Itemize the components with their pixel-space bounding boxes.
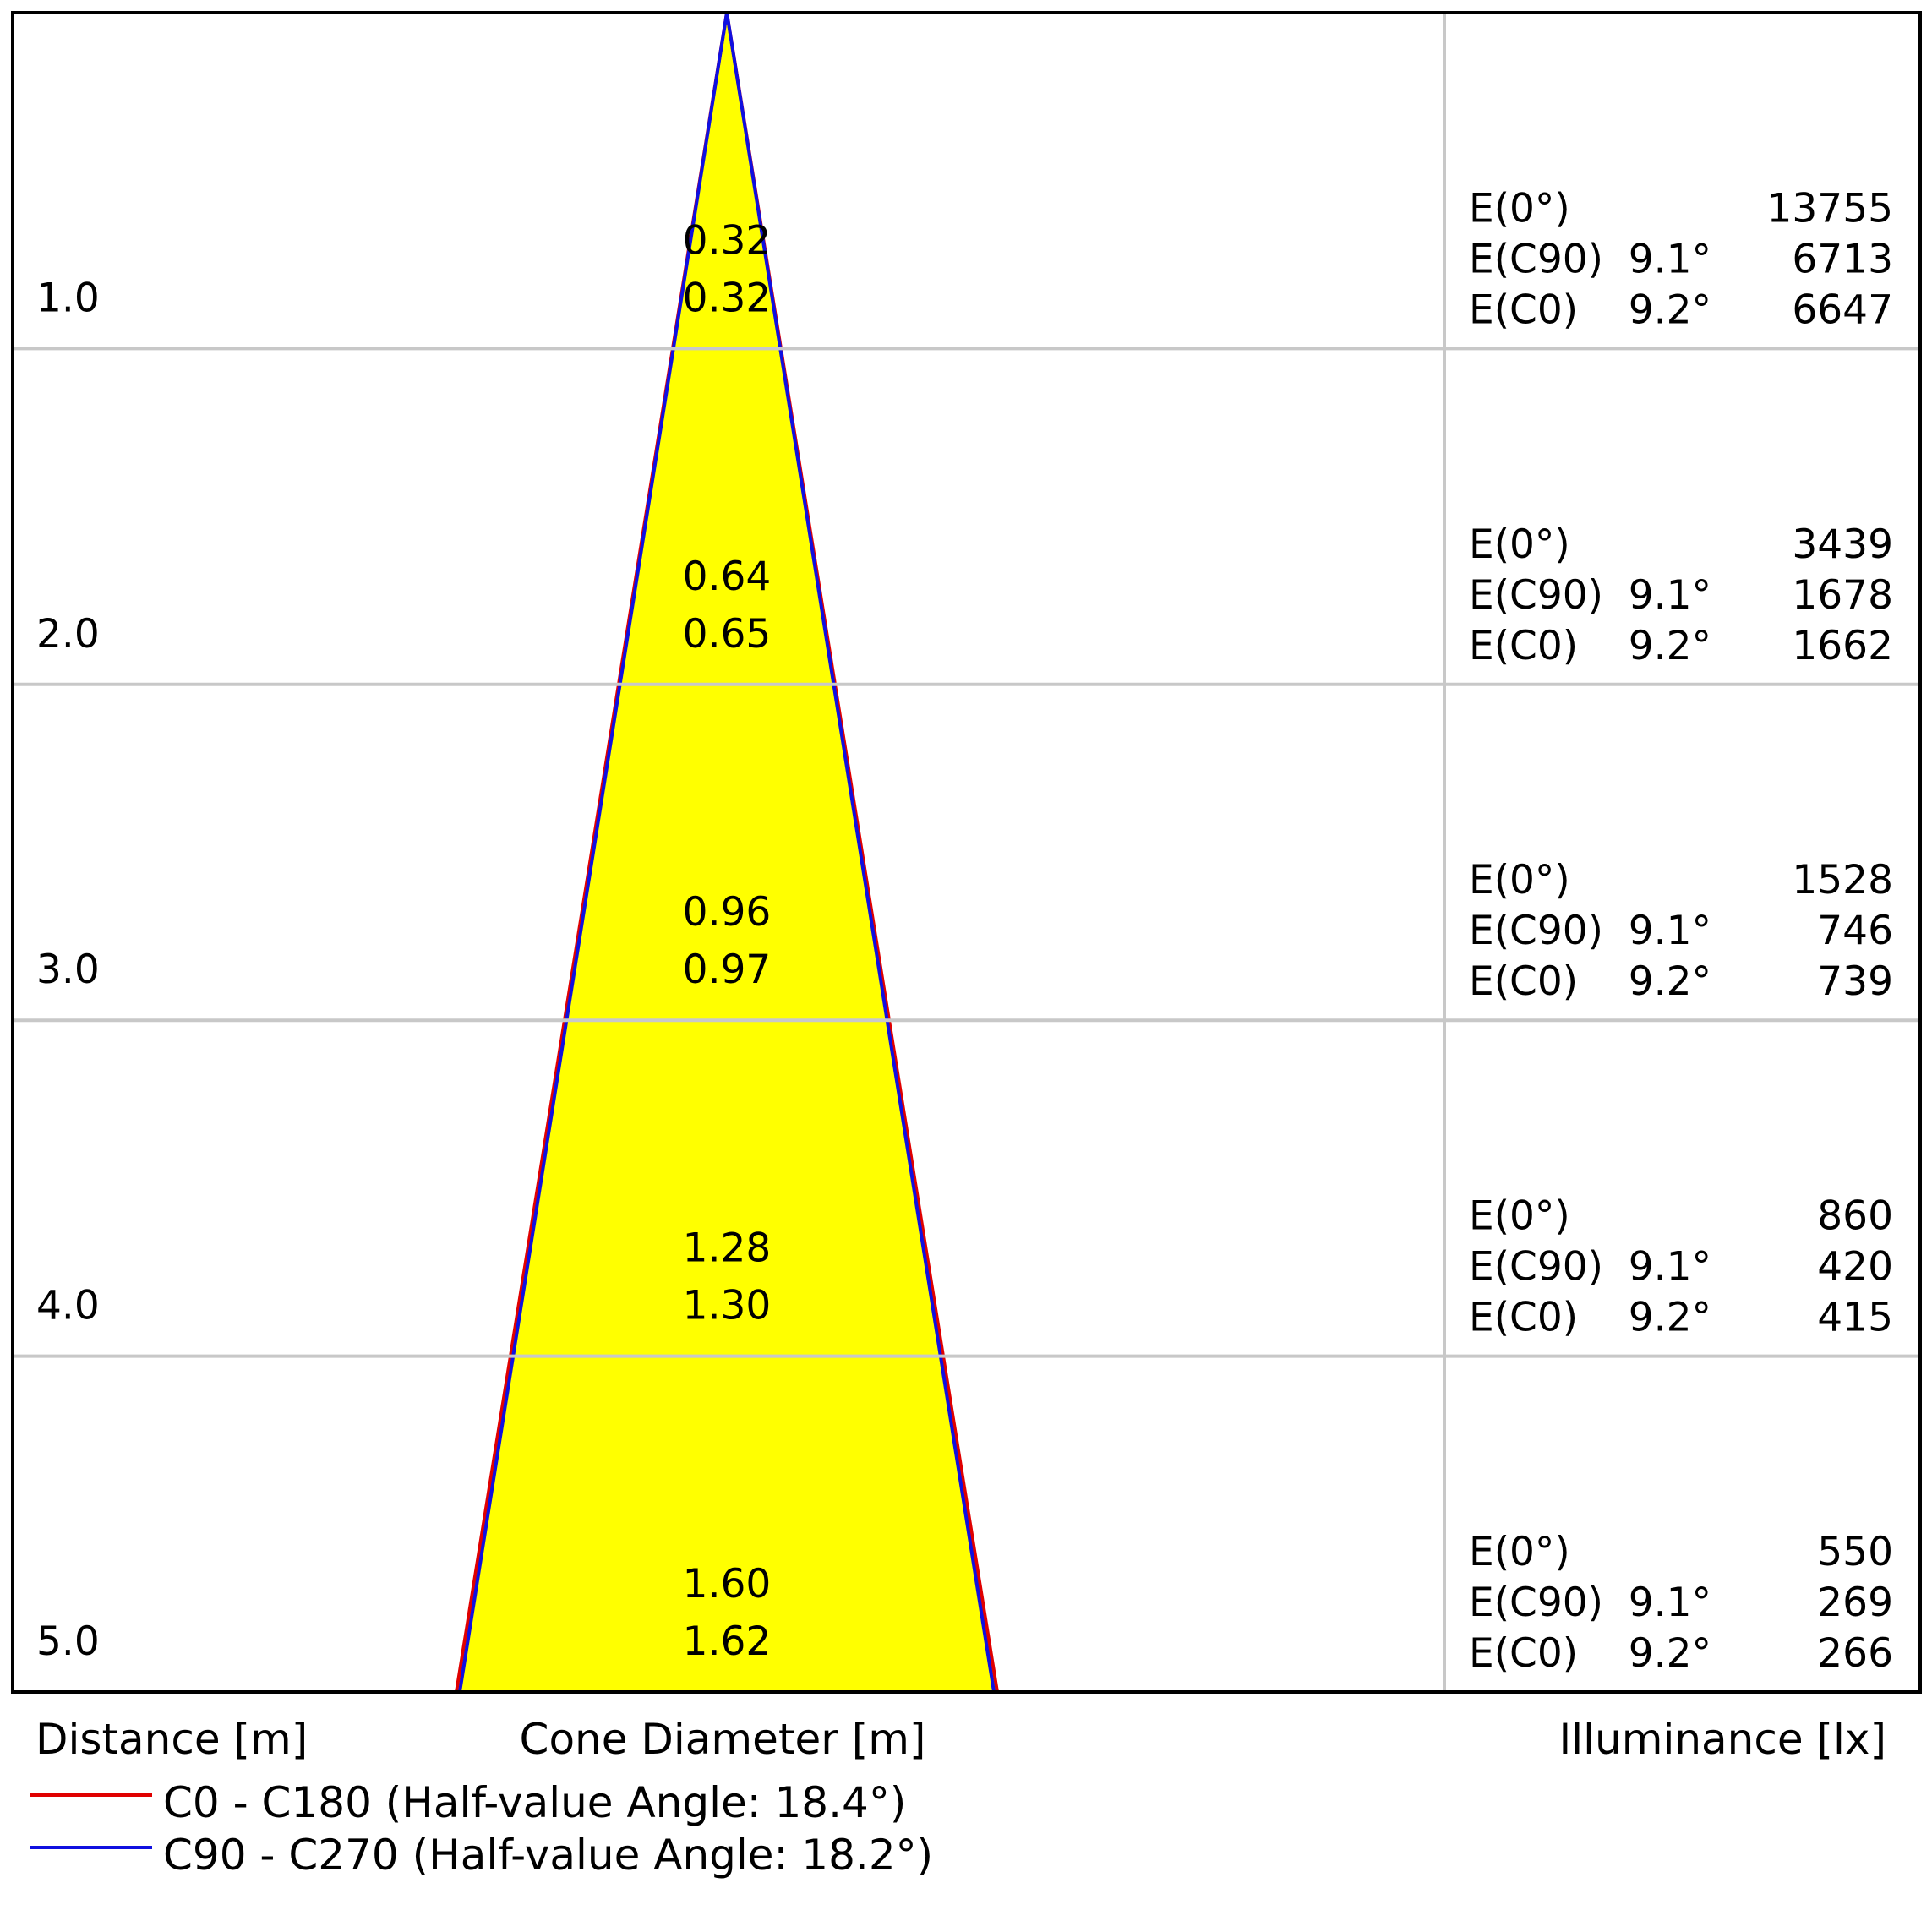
cone-diameter-c90-label: 0.32 <box>683 217 772 264</box>
illuminance-ec90-value: 746 <box>1817 908 1893 954</box>
cone-diameter-c90-label: 0.64 <box>683 554 772 600</box>
illuminance-ec0-value: 739 <box>1817 958 1893 1005</box>
illuminance-ec0-angle: 9.2° <box>1629 623 1711 669</box>
illuminance-ec90-angle: 9.1° <box>1629 1244 1711 1291</box>
illuminance-ec0-angle: 9.2° <box>1629 1630 1711 1677</box>
illuminance-e0-value: 13755 <box>1766 185 1893 232</box>
illuminance-ec90-value: 1678 <box>1792 572 1893 619</box>
illuminance-ec90-angle: 9.1° <box>1629 236 1711 282</box>
illuminance-ec0-label: E(C0) <box>1469 958 1578 1005</box>
legend-label-c90-c270: C90 - C270 (Half-value Angle: 18.2°) <box>163 1831 933 1880</box>
illuminance-ec0-value: 6647 <box>1792 287 1893 333</box>
distance-label: 3.0 <box>36 947 100 993</box>
illuminance-ec90-label: E(C90) <box>1469 1244 1603 1291</box>
illuminance-ec90-value: 420 <box>1817 1244 1893 1291</box>
cone-diameter-c90-label: 0.96 <box>683 889 772 936</box>
illuminance-ec90-value: 269 <box>1817 1580 1893 1626</box>
illuminance-e0-label: E(0°) <box>1469 1193 1570 1240</box>
illuminance-e0-label: E(0°) <box>1469 1529 1570 1575</box>
illuminance-ec90-value: 6713 <box>1792 236 1893 282</box>
plot-frame <box>11 11 1922 1694</box>
cone-diameter-c90-label: 1.60 <box>683 1561 772 1607</box>
illuminance-e0-value: 3439 <box>1792 521 1893 568</box>
illuminance-ec0-value: 415 <box>1817 1295 1893 1341</box>
distance-label: 4.0 <box>36 1283 100 1329</box>
distance-label: 5.0 <box>36 1618 100 1665</box>
distance-label: 2.0 <box>36 611 100 658</box>
illuminance-e0-value: 1528 <box>1792 857 1893 903</box>
illuminance-ec0-value: 1662 <box>1792 623 1893 669</box>
grid-layer <box>11 11 1922 1694</box>
cone-diameter-c0-label: 0.65 <box>683 611 772 658</box>
distance-axis-title: Distance [m] <box>35 1715 308 1764</box>
illuminance-e0-label: E(0°) <box>1469 521 1570 568</box>
illuminance-ec0-label: E(C0) <box>1469 623 1578 669</box>
illuminance-axis-title: Illuminance [lx] <box>1559 1715 1886 1764</box>
illuminance-ec90-angle: 9.1° <box>1629 908 1711 954</box>
cone-diameter-c90-label: 1.28 <box>683 1225 772 1272</box>
label-layer: 1.0 0.32 0.32 E(0°) 13755 E(C90) 9.1° 6713 E(C0)… <box>36 185 1893 1677</box>
cone-fill <box>456 13 997 1692</box>
cone-diameter-c0-label: 1.62 <box>683 1618 772 1665</box>
cone-diameter-axis-title: Cone Diameter [m] <box>520 1715 926 1764</box>
illuminance-e0-label: E(0°) <box>1469 857 1570 903</box>
illuminance-ec90-label: E(C90) <box>1469 236 1603 282</box>
illuminance-ec0-angle: 9.2° <box>1629 287 1711 333</box>
cone-diameter-c0-label: 0.32 <box>683 275 772 321</box>
illuminance-ec0-value: 266 <box>1817 1630 1893 1677</box>
illuminance-e0-label: E(0°) <box>1469 185 1570 232</box>
distance-label: 1.0 <box>36 275 100 321</box>
illuminance-e0-value: 550 <box>1817 1529 1893 1575</box>
illuminance-ec0-angle: 9.2° <box>1629 1295 1711 1341</box>
cone-diameter-c0-label: 1.30 <box>683 1283 772 1329</box>
cone-diameter-c0-label: 0.97 <box>683 947 772 993</box>
illuminance-ec0-label: E(C0) <box>1469 1630 1578 1677</box>
illuminance-ec90-label: E(C90) <box>1469 1580 1603 1626</box>
illuminance-ec0-angle: 9.2° <box>1629 958 1711 1005</box>
illuminance-ec90-label: E(C90) <box>1469 572 1603 619</box>
illuminance-ec90-angle: 9.1° <box>1629 1580 1711 1626</box>
legend-label-c0-c180: C0 - C180 (Half-value Angle: 18.4°) <box>163 1778 906 1827</box>
illuminance-ec0-label: E(C0) <box>1469 287 1578 333</box>
illuminance-e0-value: 860 <box>1817 1193 1893 1240</box>
illuminance-ec90-label: E(C90) <box>1469 908 1603 954</box>
illuminance-ec90-angle: 9.1° <box>1629 572 1711 619</box>
illuminance-ec0-label: E(C0) <box>1469 1295 1578 1341</box>
